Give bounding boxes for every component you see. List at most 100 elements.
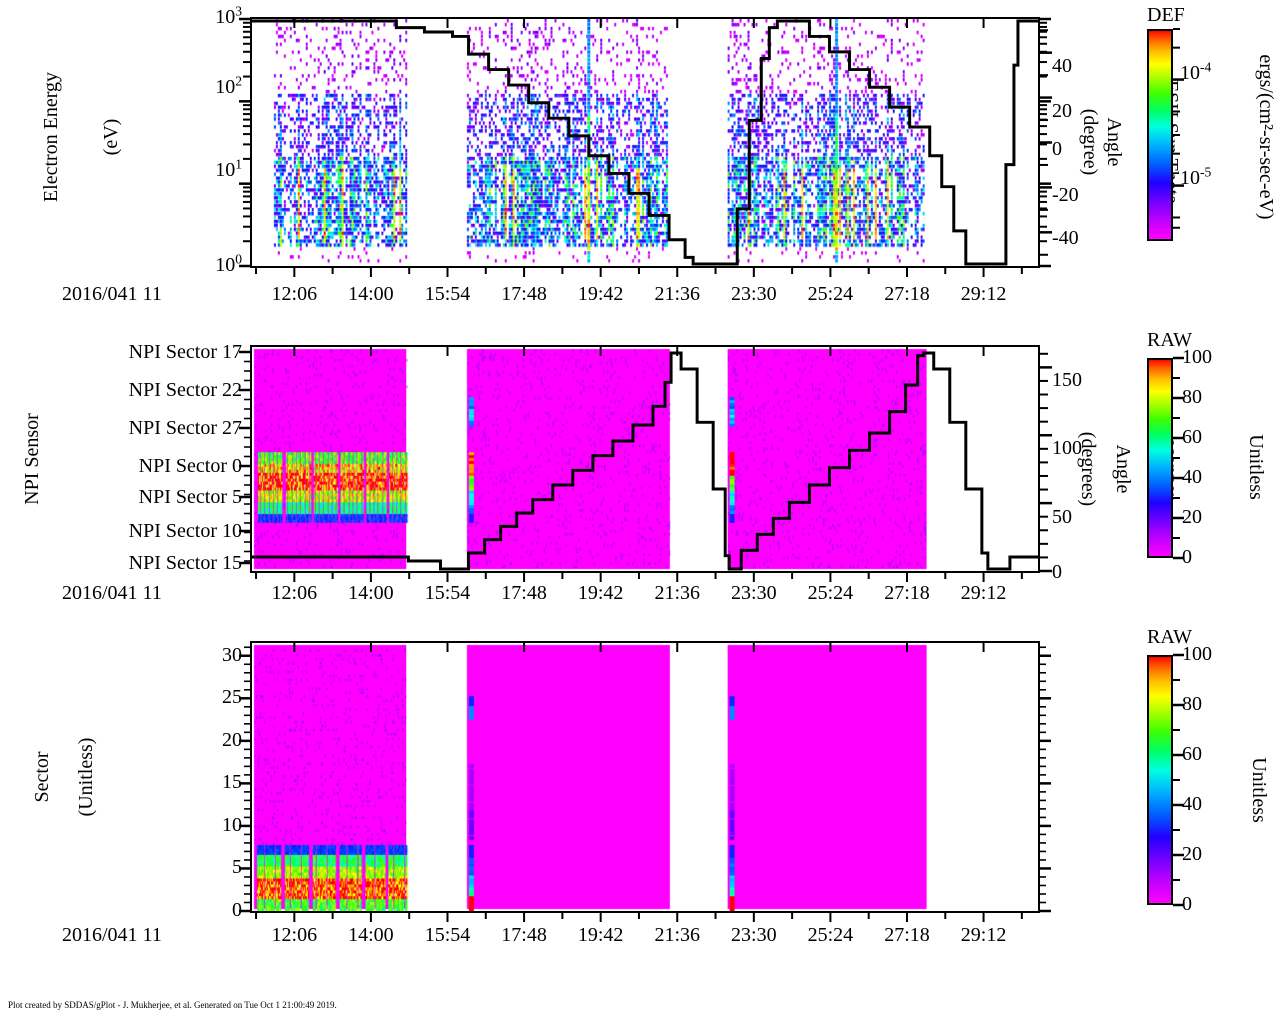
raw-colorbar-panel3[interactable] xyxy=(1147,655,1173,905)
sector-tick-30: 30 xyxy=(222,643,242,666)
raw-colorbar-panel2[interactable] xyxy=(1147,358,1173,558)
npi-sector-label-1: NPI Sector 22 xyxy=(128,379,242,401)
raw-cb3-tick-60: 60 xyxy=(1182,743,1202,765)
date-label-panel2: 2016/041 11 xyxy=(62,582,162,604)
sector-tick-15: 15 xyxy=(222,771,242,794)
xtick-panel2-5: 21:36 xyxy=(654,582,701,604)
xtick-panel1-2: 15:54 xyxy=(424,283,471,305)
right-ytick-0: 0 xyxy=(1052,138,1062,160)
xtick-panel3-2: 15:54 xyxy=(424,924,471,946)
xtick-panel2-1: 14:00 xyxy=(348,582,394,604)
npi-sector-label-5: NPI Sector 10 xyxy=(128,520,242,542)
npi-sensor-heatmap xyxy=(252,347,1038,571)
npi-sector-label-4: NPI Sector 5 xyxy=(138,486,242,508)
raw-cb2-tick-40: 40 xyxy=(1182,466,1202,488)
electron-energy-axis-label-text: Electron Energy xyxy=(40,71,62,203)
xtick-panel1-0: 12:06 xyxy=(271,283,318,305)
right-ytick-neg20: -20 xyxy=(1052,184,1079,206)
sector-tick-5: 5 xyxy=(232,856,242,879)
xtick-panel3-9: 29:12 xyxy=(960,924,1007,946)
electron-energy-axis-unit-text: (eV) xyxy=(100,118,122,156)
scanner-angle-label: Angle xyxy=(1112,444,1134,494)
def-colorbar-tick-1e-4: 10-4 xyxy=(1180,59,1212,84)
raw-colorbar-title-panel3: RAW xyxy=(1147,626,1193,648)
raw-cb3-tick-80: 80 xyxy=(1182,693,1202,715)
xtick-panel3-3: 17:48 xyxy=(501,924,547,946)
electron-energy-heatmap xyxy=(252,19,1038,266)
ytick-1e1: 101 xyxy=(215,156,242,181)
date-label-panel3: 2016/041 11 xyxy=(62,924,162,946)
xtick-panel2-8: 27:18 xyxy=(884,582,930,604)
ytick-1e3: 103 xyxy=(215,3,242,28)
xtick-panel1-7: 25:24 xyxy=(807,283,854,305)
xtick-panel2-4: 19:42 xyxy=(577,582,624,604)
scanner-ytick-100: 100 xyxy=(1052,437,1082,459)
xtick-panel3-8: 27:18 xyxy=(884,924,930,946)
sector-axis-unit: (Unitless) xyxy=(75,737,97,817)
xtick-panel1-5: 21:36 xyxy=(654,283,701,305)
npi-sector-label-6: NPI Sector 15 xyxy=(128,552,242,574)
def-colorbar[interactable] xyxy=(1147,29,1173,241)
scanner-ytick-150: 150 xyxy=(1052,369,1082,391)
npi-sensor-plot-frame[interactable] xyxy=(250,345,1040,573)
xtick-panel2-3: 17:48 xyxy=(501,582,547,604)
xtick-panel3-6: 23:30 xyxy=(731,924,777,946)
sector-tick-25: 25 xyxy=(222,686,242,709)
electron-energy-axis-label: Electron Energy xyxy=(40,47,64,227)
xtick-panel3-1: 14:00 xyxy=(348,924,394,946)
xtick-panel1-6: 23:30 xyxy=(731,283,777,305)
raw-cb2-tick-60: 60 xyxy=(1182,426,1202,448)
raw-cb2-tick-80: 80 xyxy=(1182,386,1202,408)
scanner-degrees-label: (degrees) xyxy=(1077,431,1099,507)
right-ytick-40: 40 xyxy=(1052,55,1072,77)
raw-colorbar-unit-panel2: Unitless xyxy=(1245,434,1267,500)
sector-tick-20: 20 xyxy=(222,728,242,751)
raw-cb2-tick-100: 100 xyxy=(1182,346,1212,368)
xtick-panel2-2: 15:54 xyxy=(424,582,471,604)
xtick-panel1-9: 29:12 xyxy=(960,283,1007,305)
raw-cb3-tick-40: 40 xyxy=(1182,793,1202,815)
electron-energy-plot-frame[interactable] xyxy=(250,17,1040,268)
sector-tick-0: 0 xyxy=(232,899,242,921)
scanner-ytick-0: 0 xyxy=(1052,561,1062,583)
sector-axis-label: Sector xyxy=(31,751,53,803)
right-ytick-20: 20 xyxy=(1052,100,1072,122)
esh-degree-label: (degree) xyxy=(1079,108,1101,176)
xtick-panel3-0: 12:06 xyxy=(271,924,318,946)
xtick-panel3-7: 25:24 xyxy=(807,924,854,946)
xtick-panel2-7: 25:24 xyxy=(807,582,854,604)
electron-energy-axis-unit: (eV) xyxy=(100,47,124,227)
raw-colorbar-title-panel2: RAW xyxy=(1147,329,1193,351)
xtick-panel2-0: 12:06 xyxy=(271,582,318,604)
sector-heatmap xyxy=(252,643,1038,911)
raw-cb2-tick-0: 0 xyxy=(1182,546,1192,568)
xtick-panel3-4: 19:42 xyxy=(577,924,624,946)
esh-angle-label: Angle xyxy=(1103,117,1125,167)
xtick-panel2-9: 29:12 xyxy=(960,582,1007,604)
xtick-panel3-5: 21:36 xyxy=(654,924,701,946)
ytick-1e0: 100 xyxy=(215,251,242,276)
sector-plot-frame[interactable] xyxy=(250,641,1040,913)
def-colorbar-title: DEF xyxy=(1147,4,1185,26)
sector-tick-10: 10 xyxy=(222,813,242,836)
xtick-panel1-3: 17:48 xyxy=(501,283,547,305)
raw-colorbar-unit-panel3: Unitless xyxy=(1248,757,1270,823)
raw-cb3-tick-20: 20 xyxy=(1182,843,1202,865)
scanner-ytick-50: 50 xyxy=(1052,506,1072,528)
def-colorbar-unit: ergs/(cm²-sr-sec-eV) xyxy=(1255,54,1277,220)
xtick-panel1-4: 19:42 xyxy=(577,283,624,305)
raw-cb3-tick-100: 100 xyxy=(1182,643,1212,665)
xtick-panel2-6: 23:30 xyxy=(731,582,777,604)
npi-sector-label-3: NPI Sector 0 xyxy=(138,455,242,477)
npi-sensor-axis-label: NPI Sensor xyxy=(21,413,43,505)
xtick-panel1-8: 27:18 xyxy=(884,283,930,305)
right-ytick-neg40: -40 xyxy=(1052,227,1079,249)
ytick-1e2: 102 xyxy=(215,73,242,98)
raw-cb3-tick-0: 0 xyxy=(1182,893,1192,915)
def-colorbar-tick-1e-5: 10-5 xyxy=(1180,164,1212,189)
date-label-panel1: 2016/041 11 xyxy=(62,283,162,305)
plot-footer: Plot created by SDDAS/gPlot - J. Mukherj… xyxy=(8,1000,337,1010)
raw-cb2-tick-20: 20 xyxy=(1182,506,1202,528)
xtick-panel1-1: 14:00 xyxy=(348,283,394,305)
